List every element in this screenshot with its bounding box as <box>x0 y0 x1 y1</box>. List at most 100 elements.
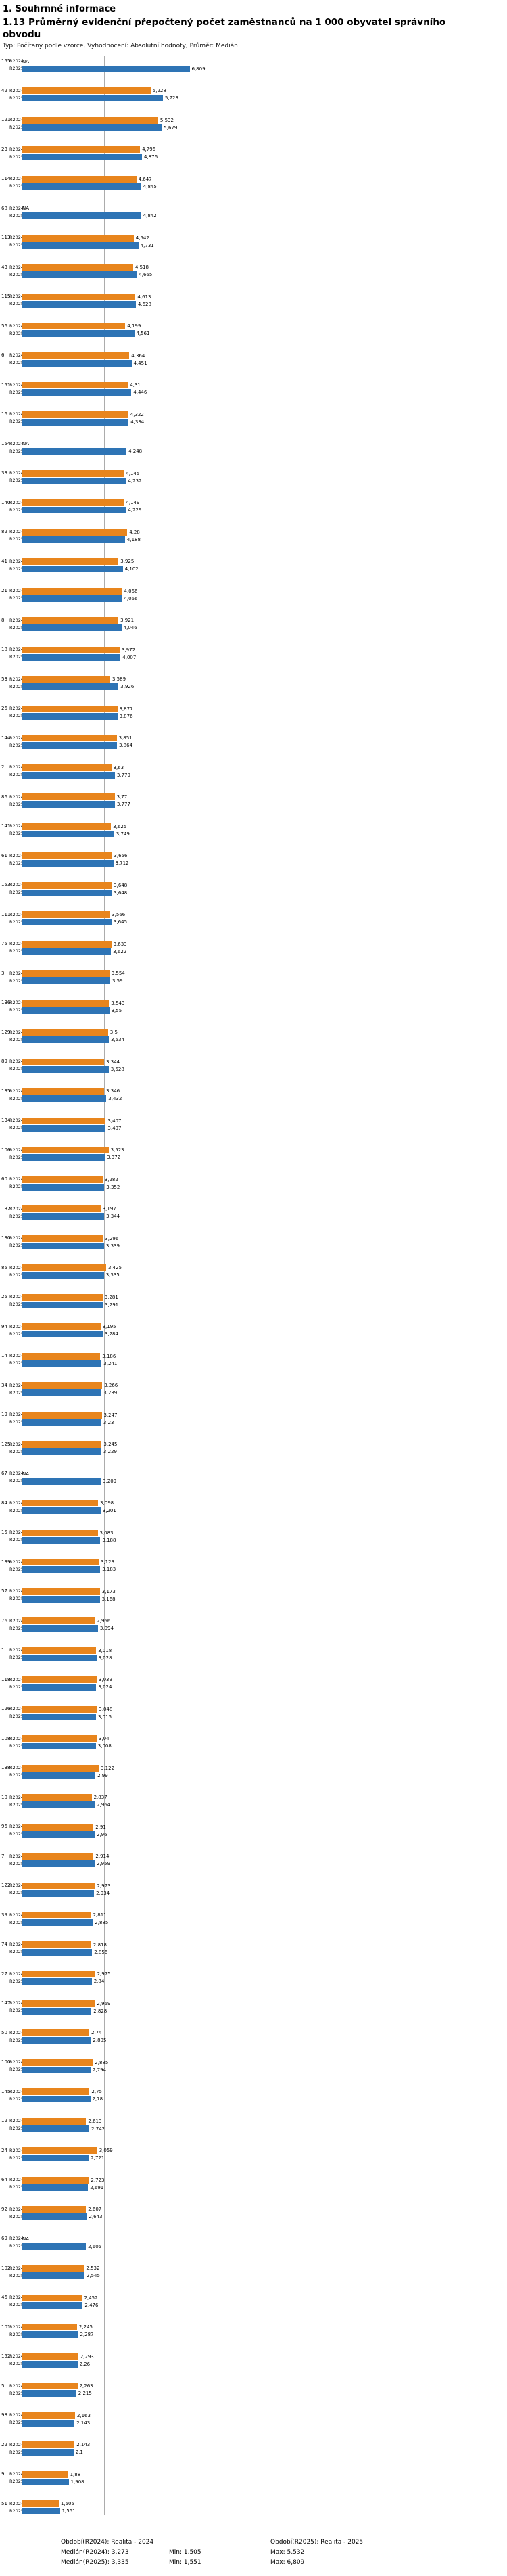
bar-r2024[interactable] <box>22 1176 103 1183</box>
bar-r2024[interactable] <box>22 881 112 889</box>
bar-r2024[interactable] <box>22 1941 91 1948</box>
bar-r2025[interactable] <box>22 1919 93 1927</box>
bar-r2025[interactable] <box>22 477 126 484</box>
bar-r2024[interactable] <box>22 2058 93 2066</box>
bar-r2025[interactable] <box>22 2242 87 2250</box>
bar-r2024[interactable] <box>22 1853 94 1860</box>
bar-r2024[interactable] <box>22 116 158 124</box>
bar-r2025[interactable] <box>22 830 114 837</box>
bar-r2025[interactable] <box>22 1183 105 1191</box>
bar-r2025[interactable] <box>22 1419 101 1426</box>
bar-r2024[interactable] <box>22 411 128 418</box>
bar-r2024[interactable] <box>22 2441 75 2449</box>
bar-r2024[interactable] <box>22 1029 108 1036</box>
bar-r2025[interactable] <box>22 2508 60 2515</box>
bar-r2025[interactable] <box>22 1713 96 1720</box>
bar-r2025[interactable] <box>22 2449 74 2456</box>
bar-r2024[interactable] <box>22 1971 95 1978</box>
bar-r2025[interactable] <box>22 1242 104 1249</box>
bar-r2025[interactable] <box>22 1743 96 1750</box>
bar-r2024[interactable] <box>22 558 119 566</box>
bar-r2025[interactable] <box>22 801 115 808</box>
bar-r2024[interactable] <box>22 764 112 771</box>
bar-r2025[interactable] <box>22 860 114 867</box>
bar-r2025[interactable] <box>22 1331 103 1338</box>
bar-r2025[interactable] <box>22 948 112 955</box>
bar-r2024[interactable] <box>22 2000 95 2007</box>
bar-r2025[interactable] <box>22 2360 78 2368</box>
bar-r2024[interactable] <box>22 587 122 595</box>
bar-r2024[interactable] <box>22 528 128 536</box>
bar-r2025[interactable] <box>22 448 127 455</box>
bar-r2024[interactable] <box>22 911 110 919</box>
bar-r2025[interactable] <box>22 1507 101 1515</box>
bar-r2025[interactable] <box>22 1831 95 1838</box>
bar-r2024[interactable] <box>22 1794 92 1801</box>
bar-r2025[interactable] <box>22 742 117 750</box>
bar-r2025[interactable] <box>22 771 115 779</box>
bar-r2025[interactable] <box>22 978 110 985</box>
bar-r2025[interactable] <box>22 1448 101 1456</box>
bar-r2025[interactable] <box>22 95 163 102</box>
bar-r2025[interactable] <box>22 2184 89 2191</box>
bar-r2024[interactable] <box>22 499 124 507</box>
bar-r2025[interactable] <box>22 1124 106 1132</box>
bar-r2024[interactable] <box>22 794 115 801</box>
bar-r2025[interactable] <box>22 330 135 338</box>
bar-r2024[interactable] <box>22 2324 77 2331</box>
bar-r2025[interactable] <box>22 1477 101 1485</box>
bar-r2025[interactable] <box>22 271 137 279</box>
bar-r2024[interactable] <box>22 617 119 624</box>
bar-r2024[interactable] <box>22 2383 78 2390</box>
bar-r2025[interactable] <box>22 2419 75 2426</box>
bar-r2025[interactable] <box>22 1095 107 1103</box>
bar-r2024[interactable] <box>22 1559 99 1566</box>
bar-r2024[interactable] <box>22 1411 102 1419</box>
bar-r2025[interactable] <box>22 1360 102 1367</box>
bar-r2024[interactable] <box>22 146 141 154</box>
bar-r2024[interactable] <box>22 1441 102 1448</box>
bar-r2024[interactable] <box>22 999 110 1007</box>
bar-r2024[interactable] <box>22 234 134 242</box>
bar-r2025[interactable] <box>22 1625 98 1632</box>
bar-r2025[interactable] <box>22 389 132 396</box>
bar-r2025[interactable] <box>22 1154 105 1162</box>
bar-r2024[interactable] <box>22 2088 90 2096</box>
bar-r2024[interactable] <box>22 2206 87 2213</box>
bar-r2025[interactable] <box>22 154 142 161</box>
bar-r2025[interactable] <box>22 1772 96 1779</box>
bar-r2025[interactable] <box>22 2066 91 2073</box>
bar-r2024[interactable] <box>22 1823 94 1831</box>
bar-r2024[interactable] <box>22 175 137 183</box>
bar-r2025[interactable] <box>22 1065 109 1073</box>
bar-r2025[interactable] <box>22 595 122 602</box>
bar-r2024[interactable] <box>22 1264 106 1272</box>
bar-r2025[interactable] <box>22 683 119 691</box>
bar-r2024[interactable] <box>22 1382 103 1389</box>
bar-r2024[interactable] <box>22 1352 101 1360</box>
bar-r2024[interactable] <box>22 705 118 712</box>
bar-r2025[interactable] <box>22 712 118 720</box>
bar-r2025[interactable] <box>22 2331 78 2339</box>
bar-r2025[interactable] <box>22 919 112 926</box>
bar-r2024[interactable] <box>22 1205 101 1213</box>
bar-r2024[interactable] <box>22 323 126 330</box>
bar-r2025[interactable] <box>22 418 129 426</box>
bar-r2024[interactable] <box>22 1323 101 1331</box>
bar-r2025[interactable] <box>22 1889 95 1897</box>
bar-r2025[interactable] <box>22 359 132 367</box>
bar-r2024[interactable] <box>22 1293 103 1301</box>
bar-r2024[interactable] <box>22 940 112 948</box>
bar-r2025[interactable] <box>22 2390 76 2397</box>
bar-r2025[interactable] <box>22 2125 90 2132</box>
bar-r2024[interactable] <box>22 1705 97 1713</box>
bar-r2025[interactable] <box>22 212 141 220</box>
bar-r2025[interactable] <box>22 2096 91 2103</box>
bar-r2024[interactable] <box>22 2147 97 2155</box>
bar-r2024[interactable] <box>22 2470 68 2478</box>
bar-r2024[interactable] <box>22 1588 100 1595</box>
bar-r2024[interactable] <box>22 2294 82 2301</box>
bar-r2024[interactable] <box>22 1764 99 1772</box>
bar-r2025[interactable] <box>22 1801 95 1809</box>
bar-r2025[interactable] <box>22 536 125 543</box>
